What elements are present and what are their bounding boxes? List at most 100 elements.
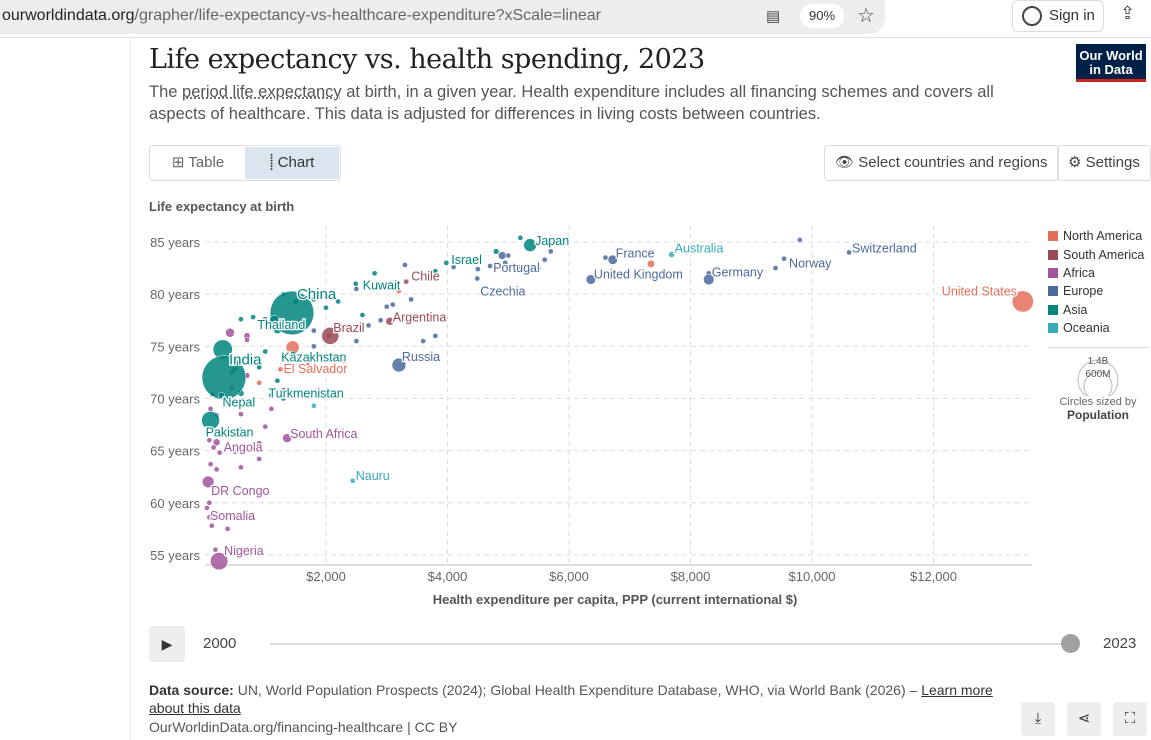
legend-item[interactable]: North America [1048, 227, 1144, 245]
data-point [377, 317, 384, 324]
timeline-start[interactable]: 2000 [203, 635, 237, 652]
data-point [311, 402, 317, 409]
legend-swatch [1048, 323, 1058, 334]
data-point [772, 265, 779, 271]
bookmark-star-icon[interactable]: ☆ [857, 5, 875, 27]
timeline-slider[interactable] [270, 643, 1070, 645]
eye-icon: 👁 [835, 154, 855, 171]
select-countries-button[interactable]: 👁 Select countries and regions [824, 145, 1059, 181]
data-point [353, 338, 360, 344]
data-point-france [607, 254, 618, 265]
data-point-japan [523, 238, 537, 252]
legend-item[interactable]: Europe [1048, 282, 1144, 300]
account-icon [1022, 6, 1042, 26]
size-legend: 1.4B 600M Circles sized by Population [1048, 347, 1148, 422]
data-point-thailand [269, 315, 280, 326]
tab-chart[interactable]: ⸽ Chart [245, 147, 339, 179]
data-point-kazakhstan [290, 350, 297, 357]
y-axis-label: Life expectancy at birth [149, 199, 295, 214]
extensions-icon[interactable]: ⇪ [1120, 3, 1136, 23]
data-point [420, 338, 427, 344]
point-label: Australia [675, 242, 724, 256]
view-tabs: ⊞ Table ⸽ Chart [149, 145, 341, 181]
y-tick-label: 85 years [150, 235, 200, 250]
legend-item[interactable]: Africa [1048, 264, 1144, 282]
download-button[interactable]: ⤓ [1021, 702, 1055, 736]
data-point [262, 348, 269, 355]
point-label: India [229, 352, 262, 369]
learn-more-link[interactable]: Learn more about this data [149, 682, 993, 716]
zoom-level[interactable]: 90% [800, 4, 844, 28]
data-point [475, 266, 481, 272]
data-point [311, 343, 317, 350]
data-point [396, 288, 402, 294]
y-tick-label: 65 years [150, 444, 200, 459]
data-point [238, 316, 244, 323]
data-point-nauru [349, 477, 356, 484]
size-legend-circles: 1.4B 600M [1077, 356, 1119, 396]
data-point [517, 264, 524, 270]
reader-mode-icon[interactable]: ▤ [766, 8, 781, 25]
legend-item[interactable]: Asia [1048, 301, 1144, 319]
data-point [341, 323, 348, 330]
chart-subtitle: The period life expectancy at birth, in … [149, 83, 994, 123]
data-point [505, 252, 512, 259]
legend-item[interactable]: South America [1048, 245, 1144, 263]
size-legend-mid: 600M [1085, 369, 1110, 380]
data-point [402, 262, 408, 268]
legend-item[interactable]: Oceania [1048, 319, 1144, 337]
point-label: Turkmenistan [268, 386, 343, 400]
data-point [432, 268, 439, 275]
legend-label: South America [1063, 247, 1145, 262]
sign-in-button[interactable]: Sign in [1012, 0, 1104, 32]
point-label: Germany [712, 266, 764, 280]
legend-label: Asia [1063, 302, 1088, 317]
data-point [311, 296, 317, 303]
address-bar[interactable]: ourworldindata.org/grapher/life-expectan… [0, 0, 885, 34]
data-point [250, 314, 256, 320]
data-point-china [269, 290, 315, 336]
legend-swatch [1048, 304, 1058, 315]
data-point [311, 327, 317, 334]
data-point [219, 432, 226, 438]
data-point [371, 270, 378, 277]
timeline-end[interactable]: 2023 [1103, 635, 1137, 652]
data-point [487, 263, 493, 269]
data-point [647, 259, 655, 268]
tab-table[interactable]: ⊞ Table [171, 154, 225, 171]
data-point [383, 303, 390, 310]
data-point-portugal [502, 260, 509, 266]
data-point [492, 248, 500, 255]
x-tick-label: $6,000 [549, 569, 589, 584]
share-button[interactable]: ⋖ [1067, 702, 1101, 736]
data-point-norway [781, 255, 787, 262]
legend-swatch [1048, 249, 1058, 260]
play-button[interactable]: ▶ [149, 626, 185, 662]
x-tick-label: $2,000 [306, 569, 346, 584]
size-legend-caption: Circles sized by [1059, 396, 1137, 408]
data-point [208, 522, 215, 529]
data-point [547, 248, 554, 255]
data-point [256, 456, 263, 462]
data-point-angola [212, 438, 221, 446]
license-text: OurWorldinData.org/financing-healthcare … [149, 719, 458, 735]
x-axis-label: Health expenditure per capita, PPP (curr… [433, 592, 798, 607]
period-life-expectancy-link[interactable]: period life expectancy [182, 83, 342, 101]
data-point-russia [391, 357, 407, 373]
data-point-australia [668, 251, 675, 258]
data-point [207, 406, 214, 412]
point-label: Argentina [393, 310, 447, 324]
timeline-handle[interactable] [1061, 634, 1080, 653]
x-tick-label: $12,000 [910, 569, 957, 584]
point-label: Russia [402, 350, 440, 364]
data-point [408, 296, 414, 303]
gear-icon: ⚙ [1068, 154, 1082, 171]
settings-button[interactable]: ⚙ Settings [1057, 145, 1151, 181]
data-point-dr-congo [202, 475, 215, 488]
data-point [335, 298, 341, 305]
data-point [207, 461, 214, 468]
owid-logo[interactable]: Our World in Data [1076, 44, 1146, 82]
fullscreen-button[interactable]: ⛶ [1113, 702, 1147, 736]
data-source: Data source: UN, World Population Prospe… [149, 682, 993, 716]
data-point [541, 256, 548, 263]
